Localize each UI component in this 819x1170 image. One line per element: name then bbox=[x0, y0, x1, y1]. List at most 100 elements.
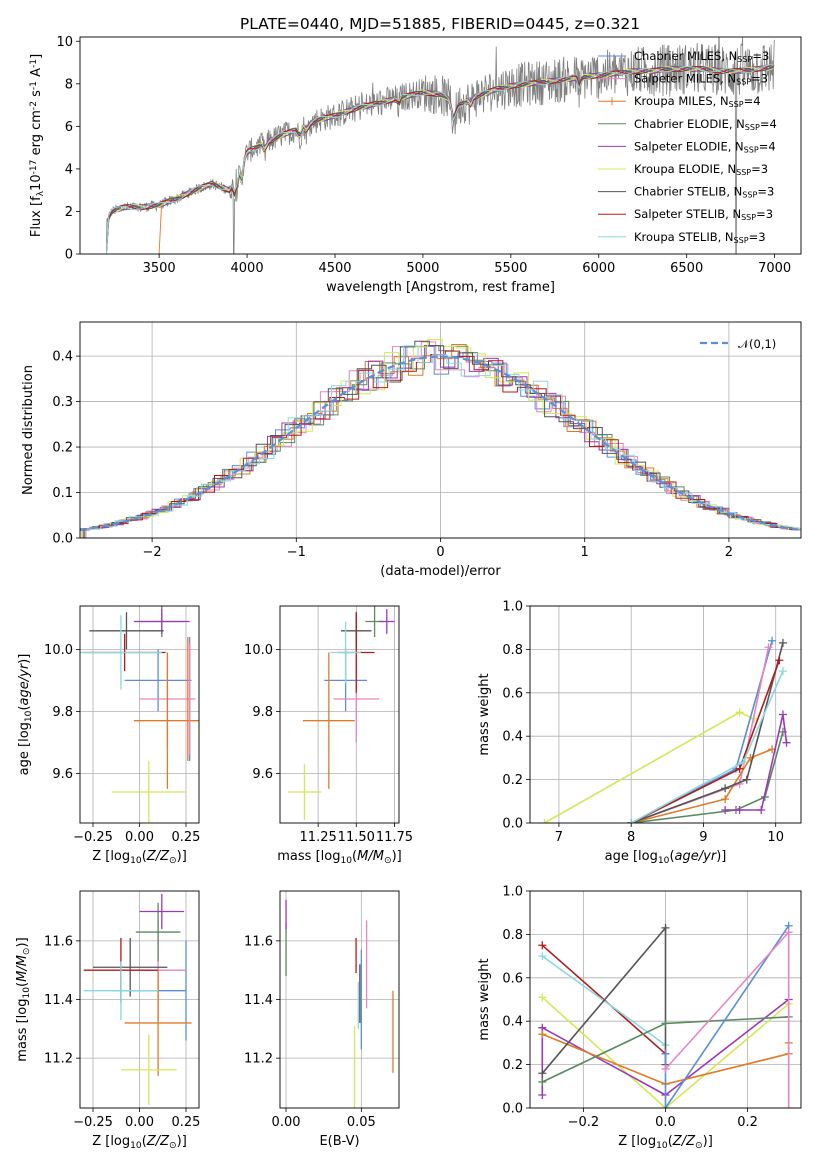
legend-label: Salpeter ELODIE, NSSP=4 bbox=[634, 139, 776, 154]
y-tick-label: 11.2 bbox=[44, 1052, 73, 1067]
mass-weight-marker bbox=[721, 784, 730, 793]
mass-weight-line bbox=[544, 711, 755, 823]
errorbar-point bbox=[83, 961, 159, 1021]
x-tick-label: 0.2 bbox=[737, 1115, 758, 1130]
mass-weight-marker bbox=[538, 1030, 547, 1039]
errorbar-point bbox=[89, 612, 164, 650]
errorbar-point bbox=[80, 615, 162, 690]
chart-mass-weight-vs-z: −0.2 0.0 0.2 0.0 0.2 0.4 0.6 0.8 1.0 Z [log10(Z/Z… bbox=[477, 885, 802, 1151]
y-tick-label: 0.2 bbox=[52, 441, 73, 456]
axes-frame bbox=[79, 605, 200, 824]
legend-label: Kroupa MILES, NSSP=4 bbox=[634, 94, 761, 109]
x-tick-label: 9 bbox=[699, 830, 707, 845]
x-tick-label: 8 bbox=[627, 830, 635, 845]
x-tick-label: 3500 bbox=[143, 261, 176, 276]
y-tick-label: 0.6 bbox=[502, 686, 523, 701]
histogram-step-line bbox=[80, 341, 797, 531]
y-tick-label: 10 bbox=[56, 35, 73, 50]
plot-area bbox=[105, 37, 775, 254]
mass-weight-marker bbox=[661, 1019, 670, 1028]
y-axis-label: mass weight bbox=[477, 673, 492, 755]
mass-weight-marker bbox=[661, 1064, 670, 1073]
mass-weight-marker bbox=[784, 928, 793, 937]
x-tick-label: 0.25 bbox=[172, 830, 201, 845]
x-tick-label: 11.50 bbox=[338, 830, 375, 845]
legend-label: Kroupa ELODIE, NSSP=3 bbox=[634, 162, 768, 177]
y-tick-label: 0.0 bbox=[52, 532, 73, 547]
x-tick-label: −1 bbox=[287, 545, 306, 560]
x-tick-label: 0.00 bbox=[272, 1115, 301, 1130]
mass-weight-marker bbox=[538, 1069, 547, 1078]
histogram-step-line bbox=[82, 340, 801, 538]
legend-label: Salpeter STELIB, NSSP=3 bbox=[634, 207, 773, 222]
y-tick-label: 0.8 bbox=[502, 928, 523, 943]
mass-weight-marker bbox=[661, 1104, 670, 1108]
mass-weight-marker bbox=[721, 805, 730, 814]
x-axis-label: Z [log10(Z/Z⊙)] bbox=[92, 1134, 187, 1151]
figure-title: PLATE=0440, MJD=51885, FIBERID=0445, z=0… bbox=[240, 15, 640, 33]
plot-area bbox=[540, 636, 791, 823]
x-tick-label: 0 bbox=[436, 545, 444, 560]
x-tick-label: −0.2 bbox=[568, 1115, 600, 1130]
x-tick-label: 7000 bbox=[758, 261, 791, 276]
y-tick-label: 1.0 bbox=[502, 600, 523, 615]
model-spectrum-line bbox=[105, 65, 774, 254]
errorbar-point bbox=[93, 937, 168, 997]
x-tick-label: 0.00 bbox=[125, 830, 154, 845]
mass-weight-marker bbox=[778, 710, 787, 719]
mass-weight-marker bbox=[538, 1090, 547, 1099]
axes-frame bbox=[79, 890, 200, 1109]
gaussian-reference-curve bbox=[80, 355, 801, 532]
x-tick-label: −0.25 bbox=[73, 830, 113, 845]
mass-weight-marker bbox=[661, 1049, 670, 1058]
errorbar-point bbox=[133, 609, 190, 634]
y-tick-label: 0.4 bbox=[502, 1015, 523, 1030]
errorbar-point bbox=[379, 609, 395, 634]
mass-weight-marker bbox=[757, 805, 766, 814]
axes-frame bbox=[79, 36, 802, 255]
y-tick-label: 0.2 bbox=[502, 773, 523, 788]
y-tick-label: 0.3 bbox=[52, 395, 73, 410]
x-tick-label: 11.25 bbox=[300, 830, 337, 845]
mass-weight-marker bbox=[784, 1104, 793, 1108]
mass-weight-marker bbox=[768, 636, 777, 645]
model-spectrum-line bbox=[105, 64, 774, 254]
plot-area bbox=[285, 899, 394, 1108]
mass-weight-line bbox=[541, 998, 790, 1096]
x-tick-label: 10 bbox=[767, 830, 784, 845]
mass-weight-marker bbox=[739, 758, 748, 767]
mass-weight-line bbox=[630, 670, 784, 823]
x-tick-label: 0.00 bbox=[125, 1115, 154, 1130]
x-tick-label: 4000 bbox=[231, 261, 264, 276]
y-tick-label: 10.0 bbox=[244, 643, 273, 658]
mass-weight-marker bbox=[764, 643, 773, 652]
x-tick-label: 1 bbox=[581, 545, 589, 560]
plot-area bbox=[287, 606, 395, 820]
y-tick-label: 11.4 bbox=[44, 993, 73, 1008]
y-tick-label: 1.0 bbox=[502, 885, 523, 900]
chart-mass-vs-ebv: 0.00 0.05 11.2 11.4 11.6 E(B-V) bbox=[244, 890, 400, 1149]
x-tick-label: 0.25 bbox=[172, 1115, 201, 1130]
axes-frame bbox=[529, 605, 802, 824]
y-tick-label: 10.0 bbox=[44, 643, 73, 658]
mass-weight-marker bbox=[778, 667, 787, 676]
errorbar-point bbox=[139, 893, 185, 930]
mass-weight-marker bbox=[735, 764, 744, 773]
mass-weight-line bbox=[725, 714, 788, 811]
y-tick-label: 9.6 bbox=[52, 767, 73, 782]
x-tick-label: 5000 bbox=[406, 261, 439, 276]
errorbar-point bbox=[124, 970, 192, 1076]
y-tick-label: 6 bbox=[65, 120, 73, 135]
mass-weight-marker bbox=[735, 708, 744, 717]
plot-area bbox=[80, 606, 199, 823]
x-tick-label: −0.25 bbox=[73, 1115, 113, 1130]
legend-label: Chabrier ELODIE, NSSP=4 bbox=[634, 117, 777, 132]
y-tick-label: 0 bbox=[65, 248, 73, 263]
y-axis-label: mass [log10(M/M⊙)] bbox=[15, 937, 32, 1061]
x-axis-label: Z [log10(Z/Z⊙)] bbox=[618, 1134, 713, 1151]
legend-label: Kroupa STELIB, NSSP=3 bbox=[634, 230, 766, 245]
x-axis-label: E(B-V) bbox=[319, 1134, 359, 1149]
mass-weight-marker bbox=[538, 993, 547, 1002]
y-tick-label: 11.2 bbox=[244, 1052, 273, 1067]
mass-weight-marker bbox=[782, 738, 791, 747]
